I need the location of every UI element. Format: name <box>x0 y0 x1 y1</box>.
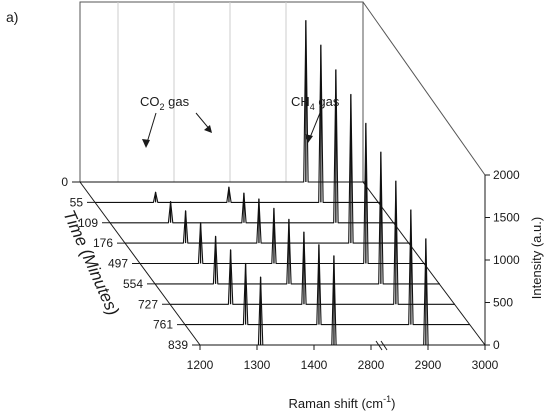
z-tick-label: 2000 <box>493 168 520 182</box>
spectra-traces <box>80 19 485 346</box>
time-tick-label: 109 <box>78 216 98 230</box>
x-tick-label: 1200 <box>187 358 214 372</box>
x-tick-label: 1400 <box>301 358 328 372</box>
z-tick-label: 1000 <box>493 253 520 267</box>
x-axis-title-close: ) <box>391 396 395 411</box>
x-axis-title-sup: -1 <box>383 394 391 404</box>
time-tick-label: 0 <box>61 175 68 189</box>
x-tick-label: 2800 <box>358 358 385 372</box>
top-depth-edge <box>362 1 486 176</box>
time-tick-label: 55 <box>70 195 84 209</box>
co2-label: CO2 gas <box>140 94 190 112</box>
time-tick-label: 761 <box>153 318 173 332</box>
spectrum-trace <box>125 93 410 244</box>
x-tick-label: 1300 <box>244 358 271 372</box>
ch4-annotation: CH4 gas <box>291 94 340 143</box>
time-tick-label: 554 <box>123 277 143 291</box>
x-axis-ticks: 1200 1300 1400 2800 2900 3000 <box>187 345 499 372</box>
intensity-axis-ticks: 0 500 1000 1500 2000 <box>485 168 520 352</box>
z-tick-label: 500 <box>493 296 513 310</box>
z-tick-label: 0 <box>493 338 500 352</box>
time-tick-label: 839 <box>168 338 188 352</box>
x-tick-label: 2900 <box>415 358 442 372</box>
co2-arrowhead-right <box>204 125 212 133</box>
panel-label: a) <box>6 9 18 25</box>
ch4-arrowhead <box>305 134 313 143</box>
time-tick-label: 497 <box>108 257 128 271</box>
intensity-axis-title: Intensity (a.u.) <box>529 217 544 299</box>
x-tick-label: 3000 <box>472 358 499 372</box>
co2-annotation: CO2 gas <box>140 94 212 148</box>
x-axis-title: Raman shift (cm-1) <box>289 394 396 411</box>
spectrum-trace <box>200 238 485 346</box>
ch4-label: CH4 gas <box>291 94 340 112</box>
co2-arrowhead-left <box>142 139 150 148</box>
time-tick-label: 176 <box>93 236 113 250</box>
time-tick-label: 727 <box>138 297 158 311</box>
time-axis-ticks: 055 109 176 497 554 727 761 839 <box>61 175 200 352</box>
z-tick-label: 1500 <box>493 211 520 225</box>
x-axis-title-main: Raman shift (cm <box>289 396 384 411</box>
